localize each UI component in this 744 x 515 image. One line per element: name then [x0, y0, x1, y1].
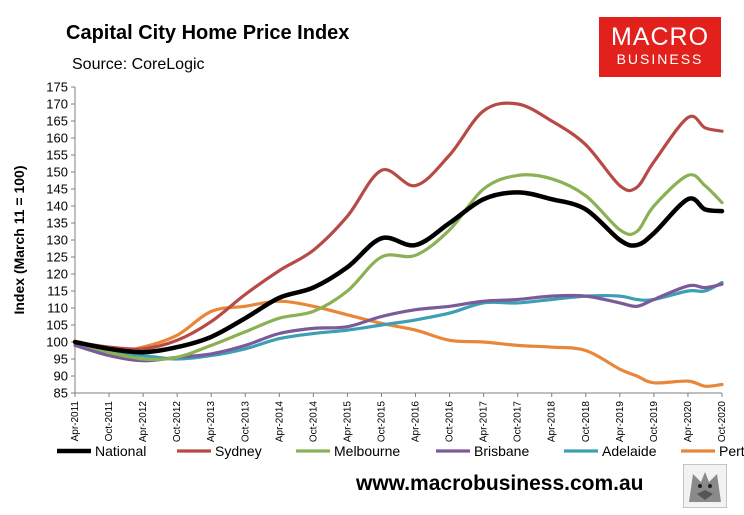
legend-label-melbourne: Melbourne	[334, 443, 400, 459]
y-tick-label: 175	[46, 80, 68, 95]
y-tick-label: 120	[46, 267, 68, 282]
x-tick-label: Oct-2019	[649, 401, 660, 443]
x-tick-label: Oct-2018	[581, 401, 592, 443]
y-axis-label: Index (March 11 = 100)	[11, 165, 27, 314]
x-tick-label: Oct-2020	[717, 401, 728, 443]
x-tick-label: Oct-2012	[172, 401, 183, 443]
y-tick-label: 110	[47, 301, 68, 316]
y-tick-label: 95	[54, 352, 68, 367]
y-tick-label: 115	[47, 284, 68, 299]
x-tick-label: Oct-2014	[308, 401, 319, 443]
legend-label-brisbane: Brisbane	[474, 443, 529, 459]
legend-label-sydney: Sydney	[215, 443, 262, 459]
macro-business-logo: MACRO BUSINESS	[599, 17, 721, 77]
chart-title: Capital City Home Price Index	[66, 22, 350, 44]
y-tick-label: 125	[46, 250, 68, 265]
chart-subtitle: Source: CoreLogic	[72, 56, 205, 73]
x-tick-label: Oct-2016	[445, 401, 456, 443]
website-url[interactable]: www.macrobusiness.com.au	[356, 472, 644, 495]
x-tick-label: Oct-2013	[240, 401, 251, 443]
series-line-adelaide	[73, 280, 724, 361]
y-tick-label: 105	[46, 318, 68, 333]
legend-label-perth: Perth	[719, 443, 744, 459]
series-line-melbourne	[73, 173, 724, 362]
y-tick-label: 85	[54, 386, 68, 401]
x-tick-label: Oct-2015	[376, 401, 387, 443]
x-tick-label: Apr-2012	[138, 401, 149, 443]
y-tick-label: 90	[54, 369, 68, 384]
y-tick-label: 145	[46, 182, 68, 197]
y-tick-label: 155	[46, 148, 68, 163]
x-tick-label: Apr-2018	[547, 401, 558, 443]
x-tick-label: Apr-2020	[683, 401, 694, 443]
legend-label-adelaide: Adelaide	[602, 443, 657, 459]
y-tick-label: 160	[46, 131, 68, 146]
wolf-logo-icon	[683, 464, 727, 508]
x-tick-label: Oct-2011	[104, 401, 115, 442]
series-line-brisbane	[73, 282, 724, 363]
series-line-perth	[73, 299, 724, 388]
y-tick-label: 130	[46, 233, 68, 248]
x-tick-label: Apr-2017	[479, 401, 490, 443]
x-tick-label: Apr-2014	[274, 401, 285, 443]
y-tick-label: 170	[46, 97, 68, 112]
y-tick-label: 135	[46, 216, 68, 231]
x-tick-label: Apr-2013	[206, 401, 217, 443]
y-tick-label: 100	[46, 335, 68, 350]
logo-line-2: BUSINESS	[616, 51, 704, 67]
x-tick-label: Apr-2015	[342, 401, 353, 443]
legend-label-national: National	[95, 443, 146, 459]
x-tick-label: Apr-2016	[411, 401, 422, 443]
x-tick-label: Apr-2011	[70, 401, 81, 442]
x-tick-label: Apr-2019	[615, 401, 626, 443]
logo-line-1: MACRO	[610, 23, 710, 51]
legend: National Sydney Melbourne Brisbane Adelaide P…	[57, 443, 744, 459]
series-layer	[72, 101, 725, 388]
x-tick-label: Oct-2017	[513, 401, 524, 443]
y-tick-label: 140	[46, 199, 68, 214]
chart-axes: 85 90 95 100 105 110 115 120 125 130 135 140 145 150 1…	[11, 80, 728, 443]
series-line-sydney	[73, 101, 724, 351]
y-tick-label: 165	[46, 114, 68, 129]
series-line-national	[72, 190, 725, 355]
y-tick-label: 150	[46, 165, 68, 180]
